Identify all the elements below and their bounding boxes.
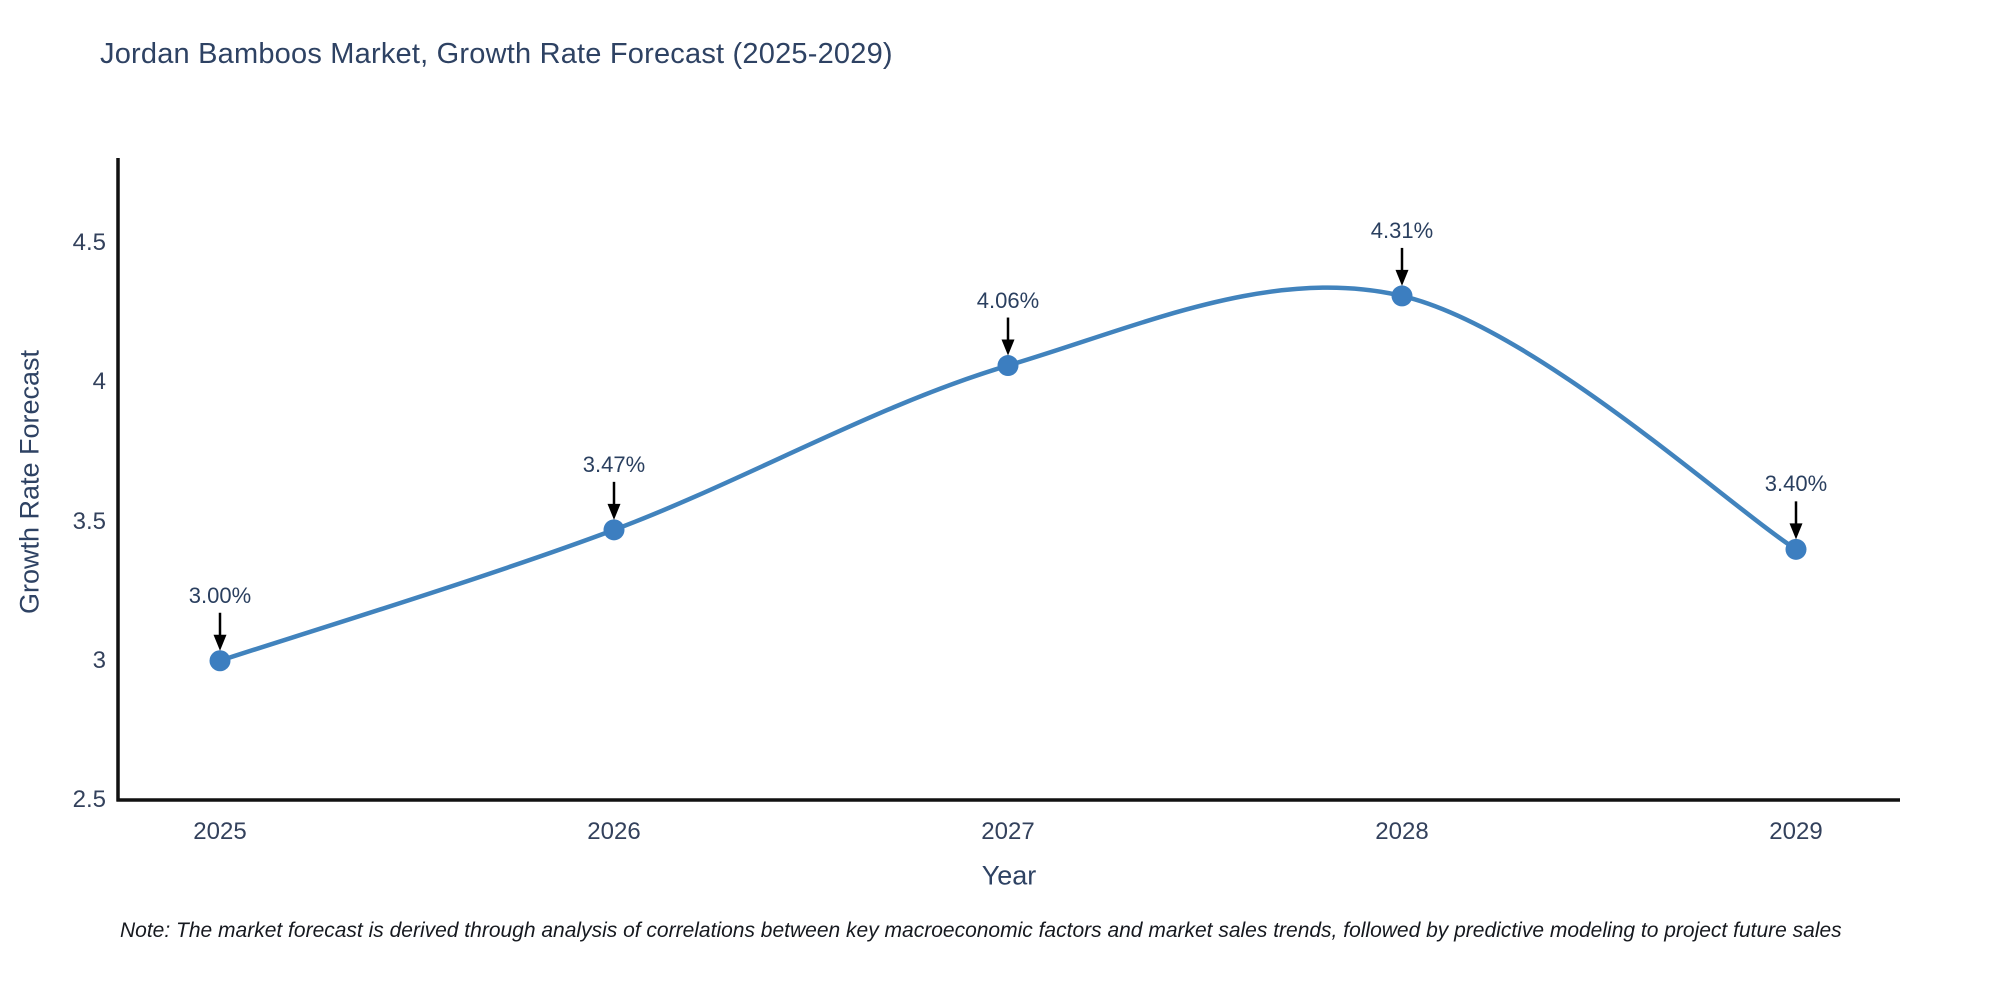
data-point-2026[interactable] [603, 519, 625, 541]
annotation-arrowhead [213, 634, 227, 651]
data-point-2029[interactable] [1785, 538, 1807, 560]
point-value-label: 4.31% [1370, 217, 1434, 243]
data-point-2028[interactable] [1391, 285, 1413, 307]
y-tick-label: 3.5 [72, 507, 106, 535]
chart-title: Jordan Bamboos Market, Growth Rate Forec… [100, 38, 893, 70]
x-tick-label: 2027 [981, 818, 1035, 845]
x-tick-label: 2029 [1769, 818, 1823, 845]
footnote: Note: The market forecast is derived thr… [120, 919, 1842, 942]
x-tick-label: 2026 [587, 818, 641, 845]
point-value-label: 3.47% [582, 451, 646, 477]
x-tick-label: 2028 [1375, 818, 1429, 845]
data-point-2025[interactable] [209, 650, 231, 672]
annotation-arrowhead [1001, 339, 1015, 356]
y-tick-label: 2.5 [72, 786, 106, 813]
data-point-2027[interactable] [997, 355, 1019, 377]
annotation-arrowhead [1395, 269, 1409, 286]
point-value-label: 4.06% [976, 287, 1040, 313]
annotation-arrowhead [1789, 523, 1803, 540]
y-tick-label: 4 [92, 368, 106, 396]
annotation-arrowhead [607, 503, 621, 520]
x-tick-label: 2025 [193, 818, 247, 845]
y-tick-label: 3 [92, 646, 106, 674]
y-tick-label: 4.5 [72, 229, 106, 256]
point-value-label: 3.00% [188, 582, 252, 608]
x-axis-title: Year [981, 860, 1037, 891]
point-value-label: 3.40% [1764, 471, 1828, 497]
